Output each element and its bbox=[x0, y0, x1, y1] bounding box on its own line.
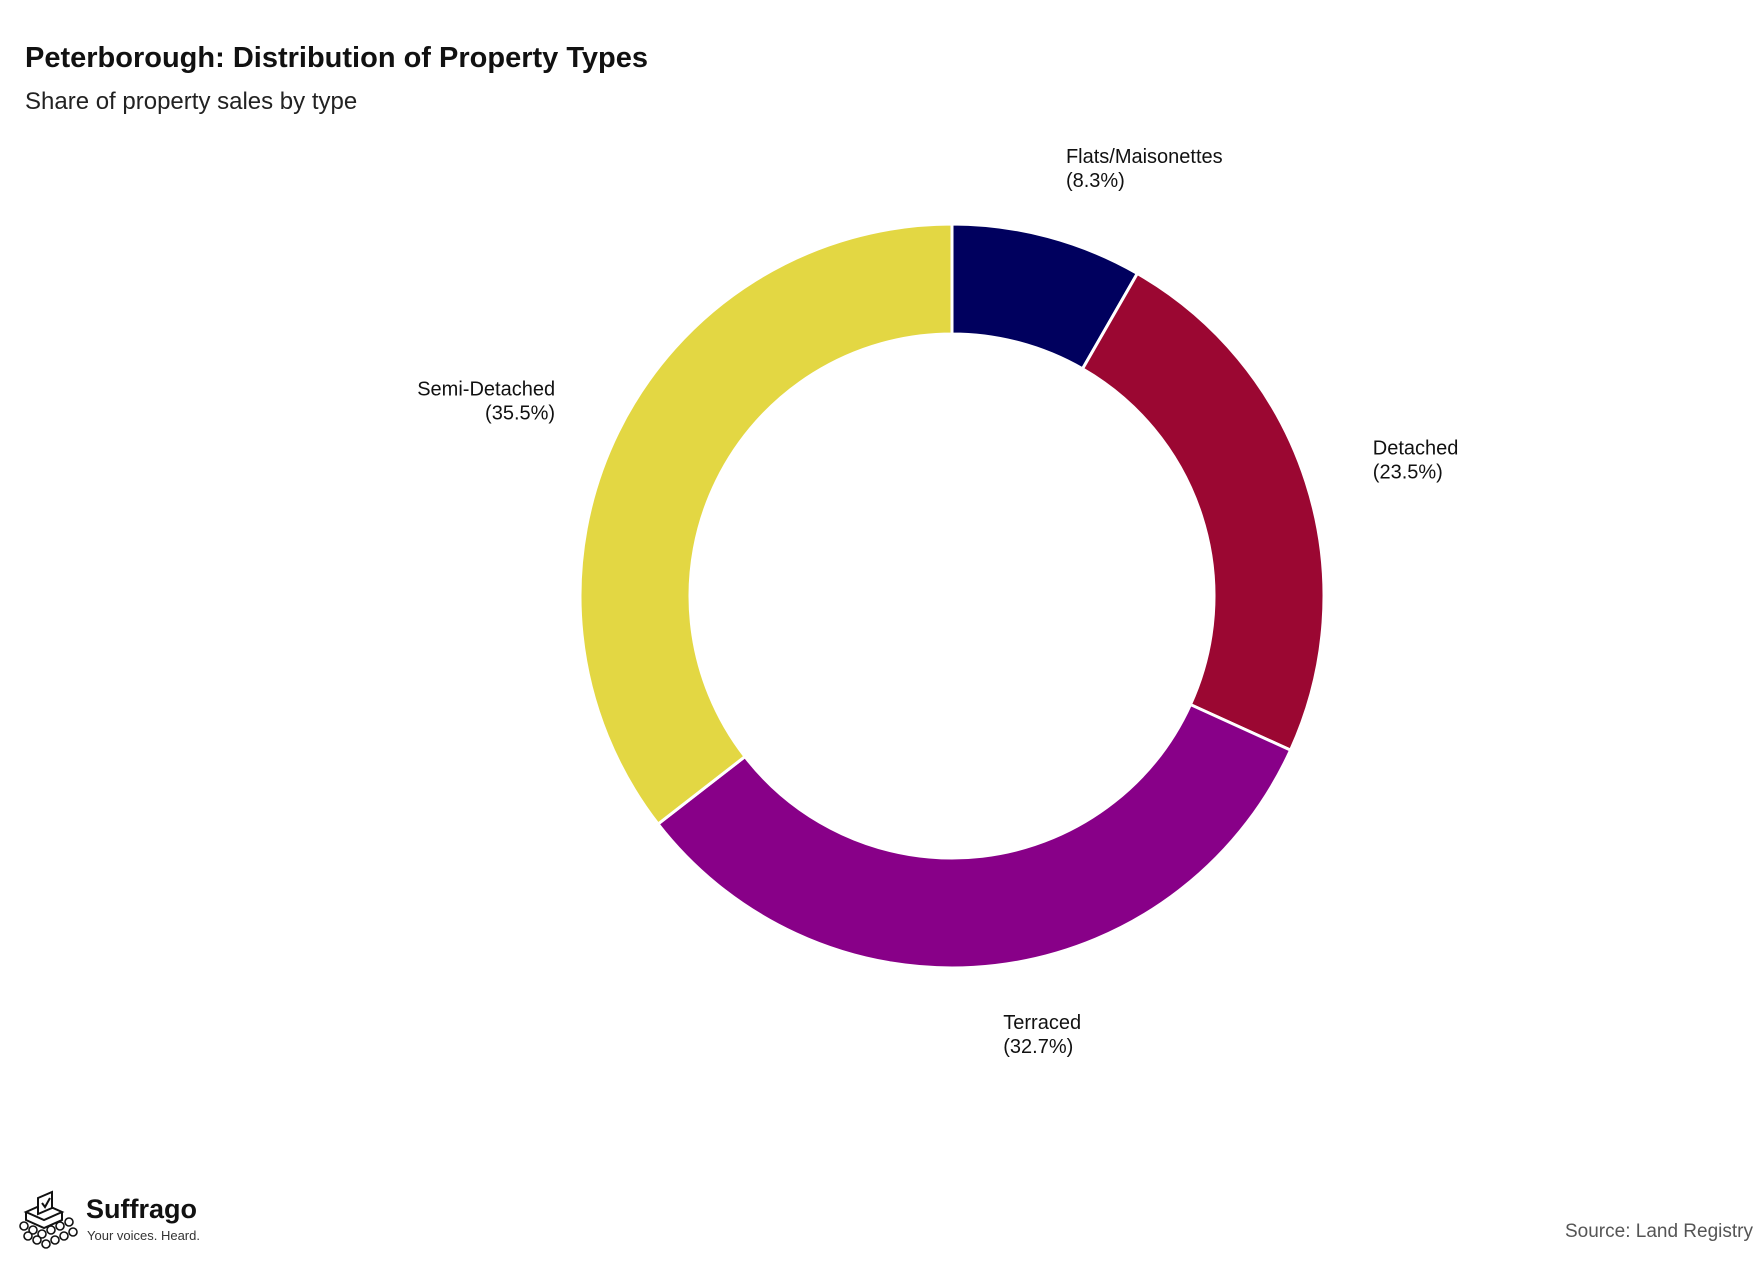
slice-semi-detached bbox=[578, 222, 954, 827]
chart-subtitle: Share of property sales by type bbox=[25, 88, 358, 115]
ballot-box-icon bbox=[19, 1190, 78, 1249]
slice-terraced bbox=[655, 702, 1293, 970]
slice-label-category: Detached bbox=[1373, 438, 1459, 460]
slice-label: Flats/Maisonettes (8.3%) bbox=[1066, 146, 1223, 192]
chart-title: Peterborough: Distribution of Property T… bbox=[25, 42, 648, 74]
logo-name: Suffrago bbox=[86, 1194, 197, 1224]
slice-label-category: Terraced bbox=[1003, 1012, 1081, 1034]
slice-detached bbox=[1080, 271, 1326, 753]
slice-label-value: (8.3%) bbox=[1066, 170, 1125, 192]
slice-label-category: Semi-Detached bbox=[417, 379, 555, 401]
donut-slices bbox=[578, 222, 1326, 970]
slice-label-category: Flats/Maisonettes bbox=[1066, 146, 1223, 168]
slice-label-value: (35.5%) bbox=[485, 403, 555, 425]
slice-label: Semi-Detached (35.5%) bbox=[417, 379, 555, 425]
logo-tagline: Your voices. Heard. bbox=[87, 1228, 200, 1243]
slice-label-value: (32.7%) bbox=[1003, 1036, 1073, 1058]
suffrago-logo: Suffrago Your voices. Heard. bbox=[16, 1190, 236, 1250]
slice-label: Detached (23.5%) bbox=[1373, 438, 1459, 484]
slice-label-value: (23.5%) bbox=[1373, 462, 1443, 484]
source-note: Source: Land Registry bbox=[1565, 1221, 1753, 1242]
slice-label: Terraced (32.7%) bbox=[1003, 1012, 1081, 1058]
slice-labels: Flats/Maisonettes (8.3%) Detached (23.5%) Te… bbox=[417, 146, 1458, 1058]
